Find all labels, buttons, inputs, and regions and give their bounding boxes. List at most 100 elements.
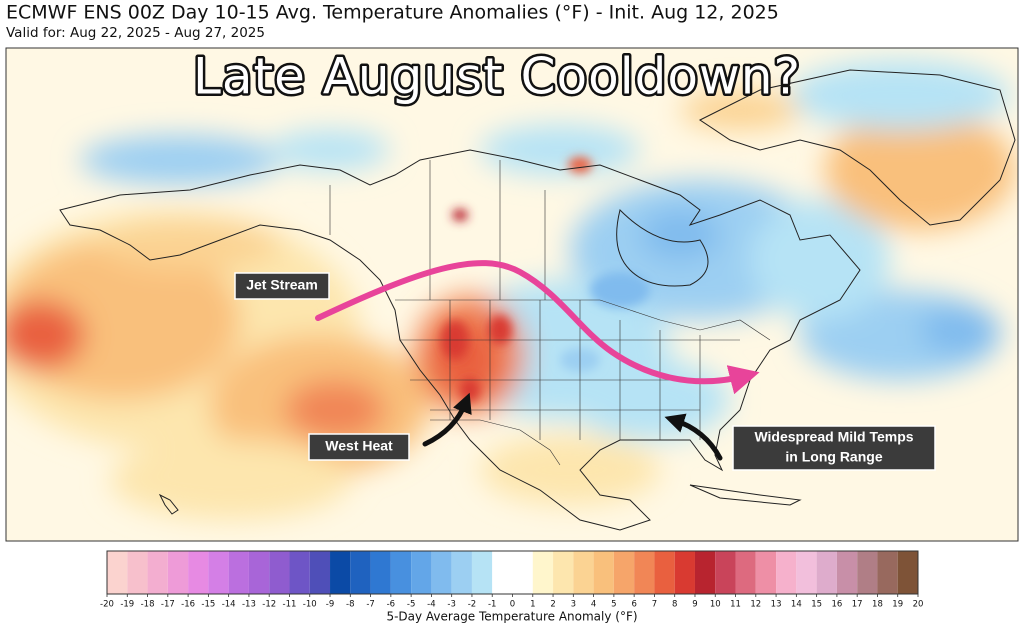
- colorbar-tick-label: 8: [672, 600, 677, 610]
- annotation: Jet Stream: [246, 277, 318, 293]
- annotation: in Long Range: [785, 449, 882, 465]
- colorbar-swatch: [755, 551, 777, 594]
- annotation-box: [732, 425, 936, 471]
- colorbar-tick-label: -20: [100, 600, 114, 610]
- colorbar-tick-label: -18: [141, 600, 155, 610]
- colorbar-tick-label: 11: [730, 600, 741, 610]
- colorbar-swatch: [634, 551, 655, 594]
- colorbar-tick-label: -9: [326, 600, 334, 610]
- colorbar-swatch: [857, 551, 878, 594]
- map: [6, 48, 1018, 541]
- colorbar-swatch: [654, 551, 675, 594]
- colorbar-tick-label: -4: [427, 600, 435, 610]
- colorbar-tick-label: 1: [530, 600, 535, 610]
- colorbar-tick-label: -11: [283, 600, 297, 610]
- colorbar-swatch: [553, 551, 574, 594]
- colorbar-tick-label: -13: [242, 600, 256, 610]
- colorbar-tick-label: -16: [181, 600, 195, 610]
- colorbar-tick-label: 5: [611, 600, 616, 610]
- colorbar-swatch: [147, 551, 168, 594]
- colorbar-tick-label: 6: [631, 600, 636, 610]
- colorbar-swatch: [573, 551, 594, 594]
- colorbar-swatch: [471, 551, 493, 594]
- colorbar-swatch: [188, 551, 209, 594]
- colorbar-swatch: [796, 551, 817, 594]
- colorbar-swatch: [330, 551, 351, 594]
- colorbar-swatch: [776, 551, 797, 594]
- colorbar-swatch: [877, 551, 898, 594]
- colorbar-tick-label: 20: [913, 600, 924, 610]
- colorbar-swatch: [309, 551, 331, 594]
- headline: Late August Cooldown?: [193, 48, 801, 106]
- colorbar-tick-label: -5: [407, 600, 415, 610]
- colorbar-tick-label: 3: [571, 600, 576, 610]
- colorbar-tick-label: -7: [366, 600, 374, 610]
- colorbar-tick-label: -8: [346, 600, 354, 610]
- colorbar-swatch: [228, 551, 249, 594]
- colorbar-swatch: [836, 551, 858, 594]
- jet-stream-arrow: [315, 260, 760, 395]
- annotation: West Heat: [325, 438, 393, 454]
- colorbar-tick-label: 9: [692, 600, 697, 610]
- colorbar-tick-label: -12: [262, 600, 276, 610]
- colorbar-tick-label: -10: [303, 600, 317, 610]
- colorbar-tick-label: 0: [510, 600, 515, 610]
- title: ECMWF ENS 00Z Day 10-15 Avg. Temperature…: [6, 2, 779, 24]
- colorbar-tick-label: 19: [892, 600, 903, 610]
- colorbar-tick-label: 7: [652, 600, 657, 610]
- colorbar-swatch: [897, 551, 918, 594]
- colorbar-tick-label: 4: [591, 600, 596, 610]
- colorbar-tick-label: -15: [201, 600, 215, 610]
- colorbar-tick-label: -1: [488, 600, 496, 610]
- colorbar-swatch: [127, 551, 148, 594]
- colorbar-swatch: [208, 551, 229, 594]
- colorbar-tick-label: 16: [831, 600, 842, 610]
- colorbar-swatch: [613, 551, 635, 594]
- colorbar-swatch: [674, 551, 695, 594]
- colorbar-label: 5-Day Average Temperature Anomaly (°F): [386, 610, 637, 624]
- colorbar-tick-label: -17: [161, 600, 175, 610]
- colorbar-tick-label: 15: [811, 600, 822, 610]
- west-heat-arrow: [422, 392, 472, 447]
- mild-temps-arrow: [664, 413, 723, 461]
- colorbar-tick-label: 14: [791, 600, 802, 610]
- colorbar-swatch: [735, 551, 756, 594]
- colorbar-swatch: [451, 551, 472, 594]
- colorbar-tick-label: 10: [710, 600, 721, 610]
- colorbar-swatch: [390, 551, 412, 594]
- colorbar: -20 -19 -18 -17 -16 -15 -14 -13 -12 -11 -10 -9 -8 -7-…: [100, 550, 924, 610]
- colorbar-swatch: [167, 551, 189, 594]
- colorbar-tick-label: -14: [222, 600, 236, 610]
- map-frame: [5, 47, 1019, 542]
- colorbar-tick-label: -3: [447, 600, 455, 610]
- colorbar-swatch: [816, 551, 837, 594]
- colorbar-swatch: [350, 551, 371, 594]
- colorbar-tick-label: 17: [852, 600, 863, 610]
- coastlines: [59, 69, 1016, 531]
- colorbar-swatch: [107, 551, 128, 594]
- colorbar-swatch: [492, 551, 513, 594]
- colorbar-tick-label: -19: [120, 600, 134, 610]
- colorbar-swatch: [593, 551, 614, 594]
- colorbar-swatch: [715, 551, 736, 594]
- colorbar-swatch: [370, 551, 391, 594]
- subtitle: Valid for: Aug 22, 2025 - Aug 27, 2025: [6, 25, 265, 41]
- colorbar-swatch: [694, 551, 716, 594]
- colorbar-swatch: [248, 551, 270, 594]
- colorbar-tick-label: -2: [468, 600, 476, 610]
- colorbar-swatch: [512, 551, 533, 594]
- colorbar-swatch: [532, 551, 554, 594]
- colorbar-swatch: [431, 551, 452, 594]
- borders: [329, 160, 771, 466]
- annotation-box: [234, 272, 330, 300]
- annotation: Widespread Mild Temps: [754, 429, 913, 445]
- colorbar-swatch: [269, 551, 290, 594]
- colorbar-tick-label: 13: [771, 600, 782, 610]
- colorbar-swatch: [411, 551, 432, 594]
- colorbar-tick-label: 12: [750, 600, 761, 610]
- colorbar-tick-label: -6: [387, 600, 395, 610]
- colorbar-tick-label: 2: [550, 600, 555, 610]
- colorbar-swatch: [289, 551, 310, 594]
